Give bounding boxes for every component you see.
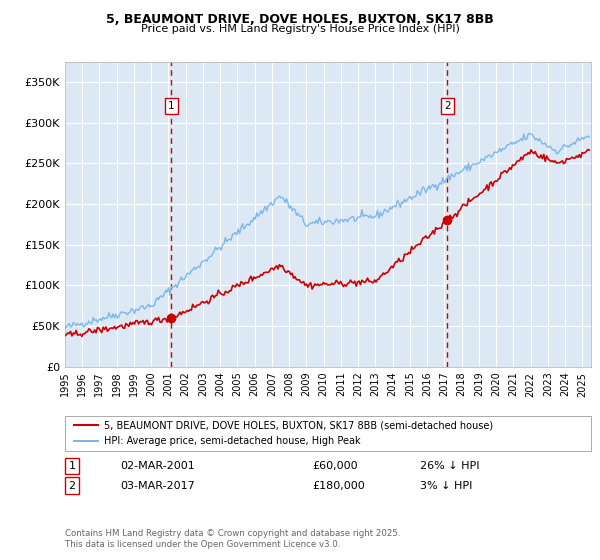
Text: 5, BEAUMONT DRIVE, DOVE HOLES, BUXTON, SK17 8BB: 5, BEAUMONT DRIVE, DOVE HOLES, BUXTON, S…	[106, 13, 494, 26]
Text: 2: 2	[68, 480, 76, 491]
Text: £180,000: £180,000	[312, 480, 365, 491]
Text: 2: 2	[444, 101, 451, 111]
Text: 03-MAR-2017: 03-MAR-2017	[120, 480, 195, 491]
Text: 1: 1	[168, 101, 175, 111]
Text: 3% ↓ HPI: 3% ↓ HPI	[420, 480, 472, 491]
Text: Contains HM Land Registry data © Crown copyright and database right 2025.
This d: Contains HM Land Registry data © Crown c…	[65, 529, 400, 549]
Text: £60,000: £60,000	[312, 461, 358, 471]
Text: 26% ↓ HPI: 26% ↓ HPI	[420, 461, 479, 471]
Text: 5, BEAUMONT DRIVE, DOVE HOLES, BUXTON, SK17 8BB (semi-detached house): 5, BEAUMONT DRIVE, DOVE HOLES, BUXTON, S…	[104, 421, 493, 431]
Text: HPI: Average price, semi-detached house, High Peak: HPI: Average price, semi-detached house,…	[104, 436, 361, 446]
Text: Price paid vs. HM Land Registry's House Price Index (HPI): Price paid vs. HM Land Registry's House …	[140, 24, 460, 34]
Text: 1: 1	[68, 461, 76, 471]
Text: 02-MAR-2001: 02-MAR-2001	[120, 461, 195, 471]
